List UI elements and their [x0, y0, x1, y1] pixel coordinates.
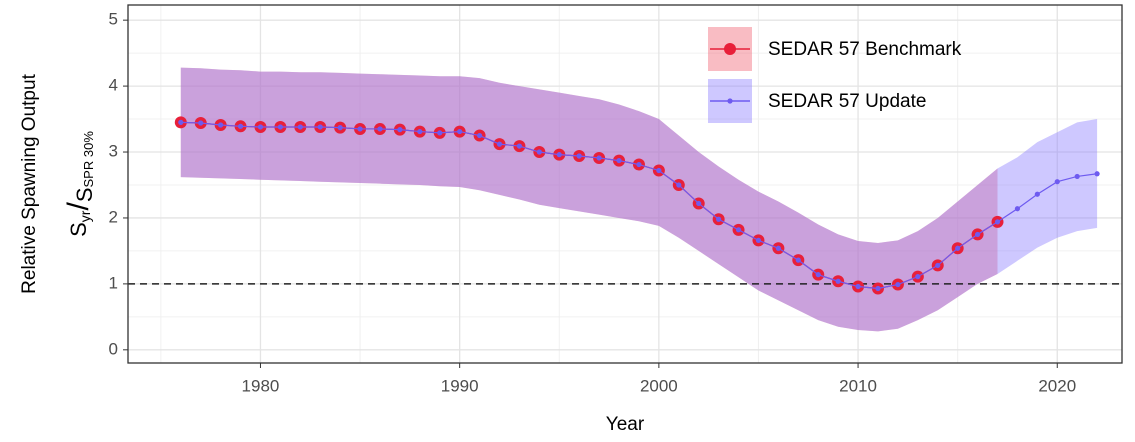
y-tick-label: 3	[109, 142, 118, 161]
data-point	[397, 127, 403, 133]
data-point	[317, 124, 323, 130]
data-point	[795, 257, 801, 263]
data-point	[835, 278, 841, 284]
confidence-band	[180, 67, 998, 332]
data-point	[457, 128, 463, 135]
data-point	[476, 132, 483, 139]
data-point	[994, 219, 1001, 225]
x-axis-title: Year	[606, 414, 645, 435]
x-tick-label: 1990	[441, 376, 479, 395]
data-point	[357, 126, 363, 132]
ratio-separator: /	[62, 202, 95, 211]
data-point	[496, 141, 503, 147]
y-tick-label: 1	[109, 273, 118, 292]
x-tick-label: 2020	[1038, 376, 1076, 395]
data-point	[218, 122, 224, 128]
data-point	[815, 272, 821, 278]
data-point	[915, 274, 921, 280]
data-point	[616, 157, 622, 164]
data-point	[974, 231, 981, 238]
bands	[180, 67, 1098, 332]
x-tick-label: 2000	[640, 376, 678, 395]
legend-key-point	[724, 43, 736, 55]
y-tick-label: 5	[109, 10, 118, 29]
y-tick-label: 0	[109, 339, 118, 358]
data-point	[755, 237, 762, 243]
data-point	[556, 152, 562, 158]
data-point	[297, 124, 303, 130]
data-point	[178, 119, 184, 125]
legend-label: SEDAR 57 Update	[768, 91, 926, 112]
data-point	[696, 200, 702, 207]
y-tick-label: 4	[109, 76, 118, 95]
data-point	[417, 128, 423, 135]
plot-border	[127, 4, 1123, 364]
data-point	[576, 153, 582, 159]
data-point	[237, 123, 244, 129]
data-point	[1054, 179, 1060, 185]
data-point	[596, 155, 602, 161]
data-point	[935, 262, 941, 269]
x-tick-label: 2010	[839, 376, 877, 395]
y-axis-title-ratio: Syr/SSPR 30%	[62, 131, 97, 237]
ratio-denominator-sub: SPR 30%	[81, 131, 96, 188]
ratio-denominator: S	[72, 187, 97, 202]
data-point	[198, 120, 204, 126]
data-point	[1034, 191, 1040, 197]
data-point	[775, 245, 781, 251]
data-point	[1094, 171, 1100, 177]
ratio-numerator-sub: yr	[77, 210, 93, 222]
confidence-band	[180, 67, 1098, 332]
data-point	[1074, 173, 1080, 180]
data-point	[257, 124, 264, 130]
data-point	[377, 126, 383, 132]
data-point	[855, 283, 861, 290]
data-point	[875, 285, 881, 292]
data-point	[955, 245, 961, 251]
data-point	[895, 281, 901, 288]
legend-key-point	[727, 98, 733, 104]
data-point	[656, 167, 662, 174]
data-point	[716, 216, 722, 222]
y-axis-title: Relative Spawning Output	[19, 73, 40, 293]
data-point	[1014, 206, 1021, 212]
x-tick-label: 1980	[242, 376, 280, 395]
data-point	[676, 182, 682, 188]
ratio-numerator: S	[66, 222, 91, 237]
data-point	[536, 149, 542, 155]
data-point	[337, 125, 343, 131]
y-tick-label: 2	[109, 207, 118, 226]
legend-label: SEDAR 57 Benchmark	[768, 39, 962, 60]
data-point	[277, 124, 283, 130]
data-point	[636, 161, 642, 168]
data-point	[437, 130, 443, 136]
data-point	[516, 143, 523, 149]
data-point	[735, 227, 742, 233]
